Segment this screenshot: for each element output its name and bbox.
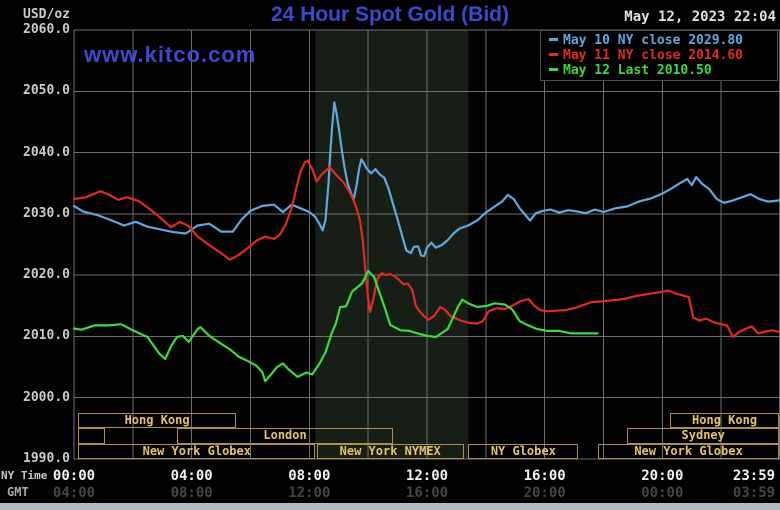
session-box-new-york-globex: New York Globex (597, 444, 780, 460)
price-line-may10 (72, 101, 780, 258)
price-line-may11 (72, 159, 780, 339)
gmt-tick-label: 00:00 (641, 484, 684, 501)
gmt-tick-label: 20:00 (523, 484, 566, 501)
chart-timestamp: May 12, 2023 22:04 (624, 9, 776, 25)
ny-tick-label: 23:59 (732, 468, 776, 484)
y-tick-label: 2050.0 (23, 83, 70, 99)
page-title: 24 Hour Spot Gold (Bid) (271, 3, 509, 26)
legend-text: May 12 Last 2010.50 (563, 63, 712, 78)
ny-tick-label: 08:00 (288, 468, 331, 484)
session-box-sydney: Sydney (627, 428, 780, 444)
gmt-tick-label: 03:59 (732, 484, 776, 501)
y-tick-label: 2030.0 (23, 205, 70, 221)
y-tick-label: 2060.0 (23, 22, 70, 37)
session-box-hong-kong: Hong Kong (669, 412, 780, 428)
ny-tick-label: 04:00 (170, 468, 213, 484)
legend-row-may10: May 10 NY close 2029.80 (541, 33, 777, 48)
session-box-ny-globex: NY Globex (468, 444, 579, 460)
session-box-hong-kong: Hong Kong (78, 412, 236, 428)
y-axis-unit-label: USD/oz (23, 7, 70, 22)
gmt-axis-label: GMT (7, 485, 29, 499)
session-box-new-york-globex: New York Globex (78, 444, 316, 460)
ny-tick-label: 20:00 (641, 468, 684, 484)
y-tick-label: 2040.0 (23, 144, 70, 160)
y-tick-label: 2020.0 (23, 267, 70, 283)
chart-legend: May 10 NY close 2029.80 May 11 NY close 2… (540, 30, 778, 81)
session-box-new-york-nymex: New York NYMEX (316, 444, 464, 460)
session-box-london: London (176, 428, 394, 444)
legend-text: May 11 NY close 2014.60 (563, 48, 744, 63)
ny-tick-label: 16:00 (523, 468, 566, 484)
kitco-watermark-link[interactable]: www.kitco.com (84, 42, 257, 67)
gmt-tick-label: 08:00 (170, 484, 213, 501)
legend-text: May 10 NY close 2029.80 (563, 33, 744, 48)
nymex-session-band (315, 30, 469, 459)
y-tick-label: 2010.0 (23, 328, 70, 344)
legend-row-may11: May 11 NY close 2014.60 (541, 48, 777, 63)
price-line-may12 (72, 269, 599, 383)
gmt-tick-label: 16:00 (405, 484, 449, 501)
y-tick-label: 1990.0 (23, 451, 70, 466)
legend-dash-icon (549, 38, 558, 41)
ny-tick-label: 00:00 (52, 468, 96, 484)
bottom-divider-strip (0, 503, 780, 510)
y-tick-label: 2000.0 (23, 389, 70, 405)
legend-dash-icon (549, 68, 558, 71)
ny-tick-label: 12:00 (405, 468, 449, 484)
legend-dash-icon (549, 53, 558, 56)
legend-row-may12: May 12 Last 2010.50 (541, 63, 777, 78)
ny-time-axis-label: NY Time (1, 469, 48, 482)
session-box-unlabeled (78, 428, 105, 444)
gmt-tick-label: 12:00 (288, 484, 331, 501)
gmt-tick-label: 04:00 (52, 484, 96, 501)
